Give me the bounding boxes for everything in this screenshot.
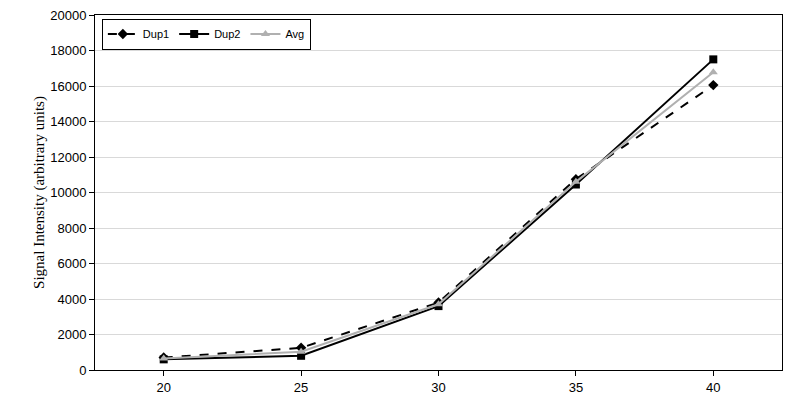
svg-text:16000: 16000 [50, 79, 86, 94]
svg-text:2000: 2000 [57, 327, 86, 342]
svg-text:25: 25 [294, 380, 308, 395]
svg-text:Dup1: Dup1 [143, 28, 169, 40]
svg-text:18000: 18000 [50, 43, 86, 58]
svg-text:Dup2: Dup2 [214, 28, 240, 40]
svg-text:Signal Intensity (arbitrary un: Signal Intensity (arbitrary units) [31, 96, 48, 289]
svg-text:0: 0 [79, 363, 86, 378]
svg-text:6000: 6000 [57, 256, 86, 271]
svg-text:10000: 10000 [50, 185, 86, 200]
svg-text:Avg: Avg [285, 28, 304, 40]
svg-text:4000: 4000 [57, 292, 86, 307]
svg-text:35: 35 [569, 380, 583, 395]
svg-text:8000: 8000 [57, 221, 86, 236]
svg-text:14000: 14000 [50, 114, 86, 129]
svg-text:40: 40 [706, 380, 720, 395]
svg-text:30: 30 [431, 380, 445, 395]
svg-text:20000: 20000 [50, 8, 86, 23]
svg-text:20: 20 [156, 380, 170, 395]
svg-text:12000: 12000 [50, 150, 86, 165]
